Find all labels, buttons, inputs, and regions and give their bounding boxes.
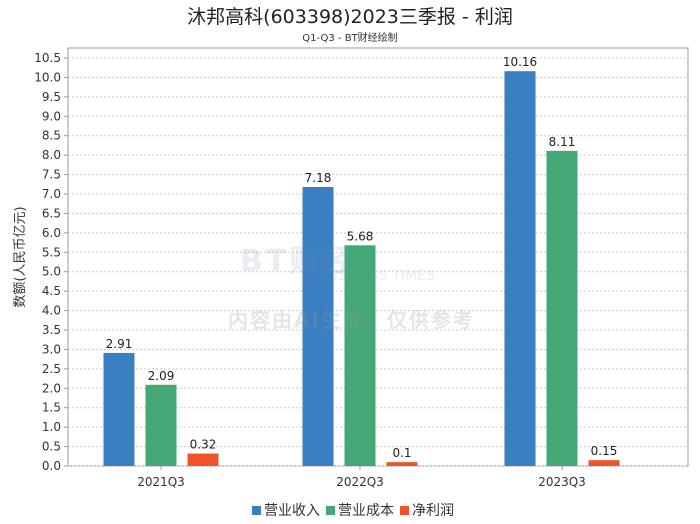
legend: 营业收入 营业成本 净利润: [0, 500, 700, 520]
y-tick-label: 3.0: [42, 342, 61, 356]
x-tick-label: 2022Q3: [336, 475, 384, 489]
watermark-logo: BT财经: [240, 244, 356, 279]
y-tick-label: 8.0: [42, 148, 61, 162]
y-tick-label: 7.5: [42, 168, 61, 182]
watermark-logo-sub: BUSINESS TIMES: [318, 268, 435, 284]
data-label: 0.15: [591, 444, 618, 458]
y-tick-label: 1.5: [42, 401, 61, 415]
y-tick-label: 6.0: [42, 226, 61, 240]
y-tick-label: 2.0: [42, 381, 61, 395]
data-label: 2.91: [106, 337, 133, 351]
y-tick-label: 3.5: [42, 323, 61, 337]
bar-净利润: [386, 462, 418, 466]
y-tick-label: 8.5: [42, 129, 61, 143]
legend-swatch: [400, 506, 409, 515]
y-tick-label: 10.5: [34, 51, 61, 65]
y-tick-label: 2.5: [42, 362, 61, 376]
legend-swatch: [252, 506, 261, 515]
data-label: 7.18: [305, 171, 332, 185]
bar-净利润: [588, 460, 620, 466]
legend-swatch: [326, 506, 335, 515]
y-tick-label: 0.0: [42, 459, 61, 473]
data-label: 0.1: [392, 446, 411, 460]
watermark-notice: 内容由AI生成，仅供参考: [228, 308, 475, 332]
bar-营业收入: [103, 352, 135, 466]
y-tick-label: 6.5: [42, 206, 61, 220]
plot-frame: [67, 47, 689, 467]
data-label: 0.32: [190, 438, 217, 452]
bar-营业成本: [344, 245, 376, 466]
legend-label: 净利润: [412, 503, 454, 519]
y-tick-label: 9.5: [42, 90, 61, 104]
bar-营业成本: [145, 384, 177, 466]
y-tick-label: 4.0: [42, 304, 61, 318]
y-tick-label: 1.0: [42, 420, 61, 434]
legend-label: 营业收入: [264, 503, 320, 519]
y-tick-label: 7.0: [42, 187, 61, 201]
y-tick-label: 9.0: [42, 109, 61, 123]
y-tick-label: 4.5: [42, 284, 61, 298]
x-tick-label: 2023Q3: [538, 475, 586, 489]
chart-subtitle: Q1-Q3 - BT财经绘制: [302, 33, 398, 44]
data-label: 8.11: [549, 135, 576, 149]
bar-净利润: [187, 453, 219, 466]
x-tick-label: 2021Q3: [137, 475, 185, 489]
y-tick-label: 5.0: [42, 265, 61, 279]
y-tick-label: 5.5: [42, 245, 61, 259]
bar-营业收入: [504, 71, 536, 466]
data-label: 5.68: [347, 229, 374, 243]
chart-title: 沐邦高科(603398)2023三季报 - 利润: [187, 6, 513, 28]
y-tick-label: 10.0: [34, 70, 61, 84]
bar-营业成本: [546, 150, 578, 466]
y-tick-label: 0.5: [42, 440, 61, 454]
data-label: 10.16: [503, 55, 537, 69]
bar-营业收入: [302, 187, 334, 466]
y-axis-label: 数额(人民币亿元): [13, 206, 28, 307]
data-label: 2.09: [148, 369, 175, 383]
legend-label: 营业成本: [338, 503, 394, 519]
